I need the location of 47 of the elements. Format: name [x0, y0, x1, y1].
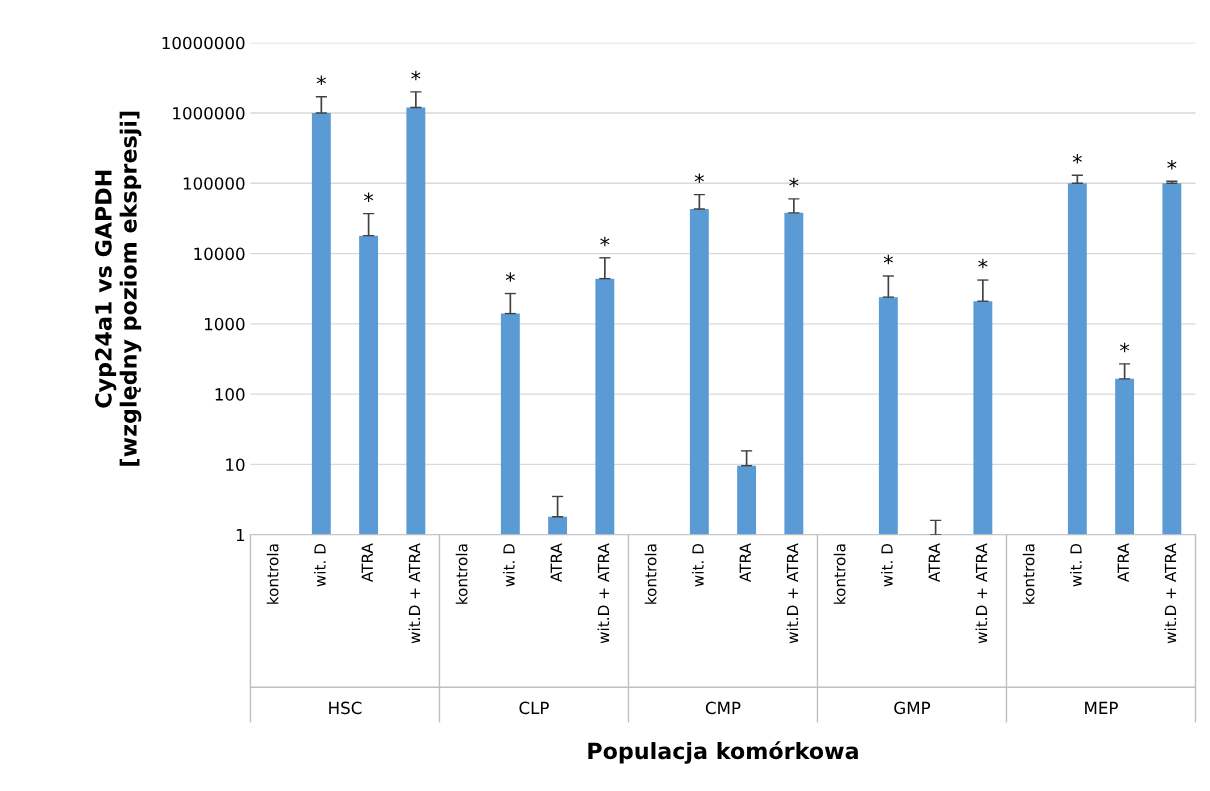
x-tick-label: ATRA: [550, 543, 562, 582]
data-label: *: [978, 258, 988, 269]
x-tick-label: ATRA: [739, 543, 751, 582]
y-tick-label: 10000000: [162, 36, 245, 50]
x-tick-label: wit. D: [502, 543, 515, 587]
x-tick-label: wit. D: [880, 543, 893, 587]
text: CLP: [519, 701, 549, 715]
data-label: *: [505, 272, 515, 282]
text: HSC: [329, 701, 362, 715]
data-label: *: [316, 75, 326, 86]
x-tick-label: wit.D + ATRA: [597, 543, 610, 644]
x-tick-label: wit.D + ATRA: [408, 543, 421, 644]
y-axis-title: Cyp24a1 vs GAPDH [względny poziom ekspresji]: [94, 111, 142, 466]
x-tick-label: kontrola: [644, 544, 657, 604]
data-label: *: [1167, 160, 1177, 170]
text: CMP: [705, 701, 741, 715]
x-tick-label: ATRA: [361, 543, 373, 582]
data-label: *: [1120, 342, 1130, 353]
data-label: *: [789, 177, 799, 188]
y-tick-label: 1: [236, 528, 245, 542]
x-tick-label: kontrola: [455, 544, 468, 604]
data-label: *: [883, 254, 893, 265]
data-label: *: [694, 173, 704, 183]
y-tick-label: 1000000: [173, 106, 245, 120]
x-tick-label: wit.D + ATRA: [1164, 543, 1177, 644]
y-tick-label: 10000: [194, 247, 245, 261]
x-tick-label: kontrola: [1022, 544, 1035, 604]
x-tick-label: wit.D + ATRA: [786, 543, 799, 644]
x-tick-label: ATRA: [1117, 543, 1129, 582]
y-tick-label: 1000: [205, 317, 245, 331]
x-tick-label: wit.D + ATRA: [975, 543, 988, 644]
x-tick-label: kontrola: [266, 544, 279, 604]
x-tick-label: wit. D: [691, 543, 704, 587]
y-tick-label: 10: [226, 458, 245, 471]
x-tick-label: kontrola: [833, 544, 846, 604]
x-axis-title: Populacja komórkowa: [588, 741, 858, 764]
data-label: *: [600, 236, 610, 247]
data-label: *: [364, 192, 374, 202]
x-tick-label: wit. D: [1069, 543, 1082, 587]
x-tick-label: ATRA: [928, 543, 940, 582]
y-tick-label: 100: [215, 388, 245, 401]
data-label: *: [1072, 154, 1082, 164]
x-tick-label: wit. D: [313, 543, 326, 587]
data-label: *: [411, 70, 421, 81]
text: GMP: [894, 701, 931, 715]
text: MEP: [1085, 701, 1118, 714]
y-tick-label: 100000: [183, 177, 245, 190]
